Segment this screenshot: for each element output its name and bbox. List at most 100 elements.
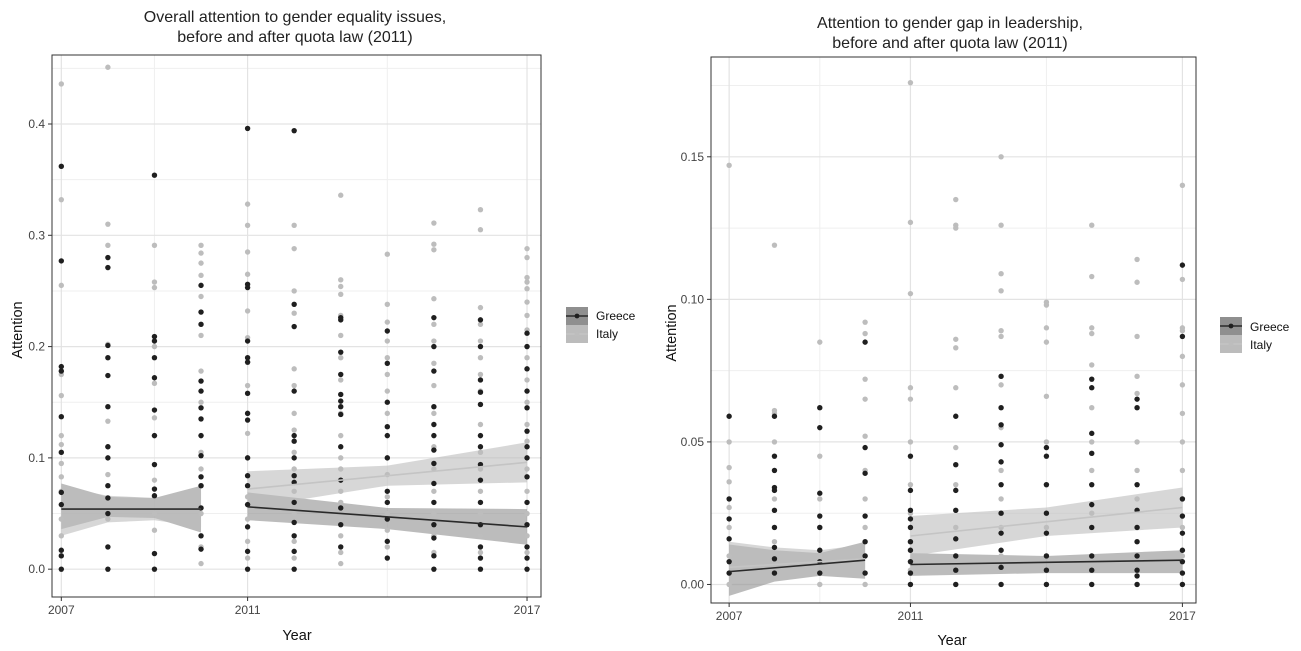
left-greece-point bbox=[151, 172, 158, 178]
left-italy-point bbox=[244, 271, 251, 277]
right-italy-point bbox=[862, 496, 868, 502]
right-italy-point bbox=[1179, 410, 1186, 417]
right-italy-point bbox=[998, 222, 1004, 228]
right-greece-point bbox=[1179, 547, 1186, 553]
right-greece-point bbox=[771, 507, 778, 514]
right-greece-point bbox=[1089, 481, 1095, 488]
right-greece-point bbox=[953, 413, 959, 419]
left-italy-point bbox=[384, 388, 391, 394]
left-italy-point bbox=[524, 274, 530, 281]
left-greece-point bbox=[198, 483, 204, 489]
right-greece-point bbox=[953, 536, 959, 542]
chart-left: Overall attention to gender equality iss… bbox=[10, 9, 636, 644]
left-italy-point bbox=[58, 392, 65, 399]
left-italy-point bbox=[477, 510, 484, 517]
chart-left-panel-border bbox=[51, 54, 542, 598]
right-italy-point bbox=[953, 345, 959, 351]
left-greece-point bbox=[524, 474, 530, 480]
left-greece-point bbox=[291, 438, 297, 444]
right-greece-point bbox=[862, 570, 868, 576]
left-greece-point bbox=[477, 444, 484, 450]
left-italy-point bbox=[524, 245, 530, 252]
left-greece-point bbox=[105, 254, 111, 261]
left-greece-point bbox=[524, 544, 530, 550]
left-italy-point bbox=[105, 418, 111, 424]
left-greece-point bbox=[198, 533, 204, 539]
left-italy-point bbox=[244, 555, 251, 561]
chart-left-subtitle: before and after quota law (2011) bbox=[177, 29, 412, 46]
right-italy-point bbox=[998, 496, 1004, 502]
right-italy-point bbox=[907, 219, 914, 226]
right-greece-point bbox=[862, 513, 868, 519]
right-italy-point bbox=[1179, 553, 1186, 559]
left-greece-point bbox=[384, 328, 391, 334]
left-greece-point bbox=[431, 432, 437, 439]
chart-right-fit-lines bbox=[729, 506, 1183, 573]
left-italy-point bbox=[384, 494, 391, 500]
right-greece-point bbox=[771, 524, 778, 531]
right-italy-point bbox=[817, 453, 823, 459]
left-italy-point bbox=[524, 421, 530, 428]
left-italy-point bbox=[291, 538, 297, 545]
right-italy-point bbox=[726, 439, 732, 445]
left-italy-point bbox=[338, 283, 344, 290]
left-italy-point bbox=[477, 206, 484, 213]
left-greece-point bbox=[524, 499, 530, 506]
left-italy-confidence-band bbox=[61, 486, 202, 536]
right-greece-point bbox=[726, 516, 732, 522]
left-italy-point bbox=[58, 282, 65, 289]
left-italy-point bbox=[198, 260, 204, 266]
left-italy-point bbox=[58, 533, 65, 539]
x-tick-label: 2017 bbox=[514, 603, 541, 617]
left-greece-point bbox=[244, 501, 251, 508]
left-greece-point bbox=[244, 355, 251, 361]
right-greece-point bbox=[998, 373, 1004, 380]
chart-left-title: Overall attention to gender equality iss… bbox=[144, 9, 446, 26]
left-greece-point bbox=[105, 455, 111, 461]
left-italy-point bbox=[524, 510, 530, 517]
left-italy-point bbox=[105, 64, 111, 70]
left-greece-point bbox=[244, 338, 251, 344]
chart-left-x-axis-label: Year bbox=[282, 628, 311, 644]
left-greece-point bbox=[431, 421, 437, 428]
legend-left-greece-label: Greece bbox=[596, 309, 636, 323]
left-greece-point bbox=[244, 524, 251, 530]
left-italy-point bbox=[338, 377, 344, 383]
right-greece-point bbox=[953, 487, 959, 494]
right-italy-point bbox=[1134, 333, 1140, 340]
right-greece-point bbox=[771, 467, 778, 474]
chart-right-x-axis-label: Year bbox=[937, 633, 966, 649]
left-italy-point bbox=[244, 538, 251, 545]
left-greece-point bbox=[524, 388, 530, 394]
left-greece-point bbox=[58, 368, 65, 374]
left-italy-point bbox=[524, 299, 530, 305]
right-greece-point bbox=[907, 547, 914, 553]
right-italy-point bbox=[726, 162, 732, 169]
right-italy-point bbox=[771, 538, 778, 545]
left-italy-point bbox=[291, 366, 297, 372]
left-italy-point bbox=[338, 516, 344, 522]
left-italy-point bbox=[244, 516, 251, 522]
right-greece-point bbox=[726, 496, 732, 502]
right-greece-point bbox=[726, 413, 732, 419]
right-greece-point bbox=[998, 422, 1004, 428]
left-greece-point bbox=[524, 444, 530, 450]
chart-right-y-axis-label: Attention bbox=[664, 304, 680, 361]
chart-left-points bbox=[58, 64, 530, 572]
left-italy-point bbox=[198, 368, 204, 374]
left-italy-point bbox=[291, 222, 297, 228]
left-greece-point bbox=[384, 432, 391, 439]
left-greece-point bbox=[151, 338, 158, 344]
left-italy-point bbox=[58, 474, 65, 480]
left-greece-point bbox=[105, 483, 111, 489]
left-greece-point bbox=[338, 349, 344, 355]
left-italy-point bbox=[338, 533, 344, 539]
right-italy-point bbox=[1134, 496, 1140, 502]
right-italy-point bbox=[771, 242, 778, 248]
left-greece-point bbox=[198, 546, 204, 552]
left-greece-point bbox=[431, 447, 437, 453]
legend-right-italy-key-point bbox=[1228, 341, 1234, 347]
left-greece-point bbox=[151, 407, 158, 413]
left-italy-point bbox=[198, 560, 204, 567]
y-tick-label: 0.0 bbox=[28, 562, 45, 576]
